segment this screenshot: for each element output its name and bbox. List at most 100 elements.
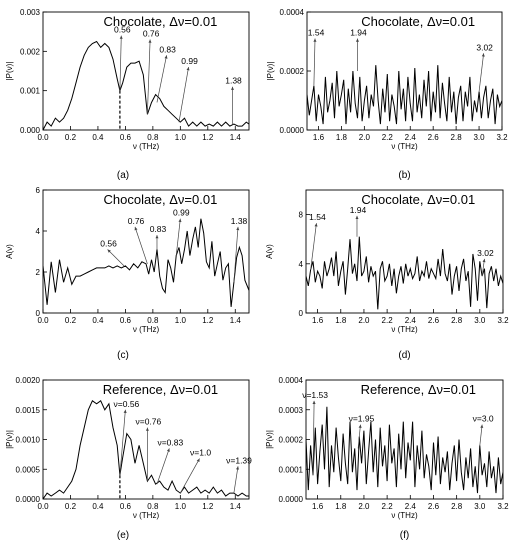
x-tick-label: 0.0 — [37, 133, 49, 142]
annotation-label: 1.54 — [308, 28, 325, 38]
x-tick-label: 0.0 — [37, 316, 49, 325]
annotation-arrowhead — [155, 235, 159, 239]
x-tick-label: 1.6 — [313, 133, 325, 142]
plot-frame — [42, 379, 250, 500]
x-tick-label: 1.4 — [230, 502, 242, 511]
annotation-arrow — [233, 466, 239, 494]
y-tick-label: 0.0002 — [279, 436, 304, 445]
annotation-label: 0.56 — [100, 238, 117, 248]
x-tick-label: 3.0 — [474, 502, 486, 511]
annotation-arrowhead — [107, 249, 111, 253]
annotation-arrowhead — [231, 86, 234, 90]
x-tick-label: 2.4 — [405, 316, 417, 325]
annotation-arrowhead — [145, 427, 149, 431]
chart-panel-5: 0.0 0.2 0.4 0.6 0.8 1.0 1.2 1.4 0.0000 0.0005 0.00… — [5, 376, 252, 541]
annotation-label: 0.99 — [173, 208, 190, 218]
x-tick-label: 3.2 — [497, 316, 509, 325]
annotation-label: ν=0.76 — [135, 417, 161, 427]
annotation-label: 0.99 — [181, 56, 198, 66]
annotation-arrow — [312, 400, 315, 476]
chart-title: Chocolate, Δν=0.01 — [361, 14, 475, 29]
annotation-label: ν=1.53 — [302, 390, 328, 400]
y-tick-label: 4 — [299, 260, 304, 269]
series-line — [306, 406, 503, 494]
plot-frame — [42, 189, 250, 314]
y-tick-label: 0.0001 — [279, 465, 304, 474]
x-tick-label: 0.8 — [147, 133, 159, 142]
x-tick-label: 2.6 — [428, 502, 440, 511]
annotation-arrow — [175, 218, 181, 256]
annotation-label: ν=1.0 — [190, 448, 211, 458]
annotation-label: 3.02 — [477, 248, 494, 258]
annotation-arrowhead — [355, 38, 359, 42]
annotation-arrowhead — [358, 424, 362, 428]
y-tick-label: 0.002 — [20, 47, 41, 56]
series-line — [43, 40, 249, 130]
annotation-arrow — [119, 35, 122, 91]
chart-panel-6: 1.6 1.8 2.0 2.2 2.4 2.6 2.8 3.0 3.2 0.0000 0.0001 0… — [265, 376, 509, 541]
annotation-arrow — [233, 226, 239, 283]
x-axis-label: ν (THz) — [391, 511, 418, 520]
chart-title: Reference, Δν=0.01 — [361, 382, 476, 397]
x-tick-label: 1.8 — [335, 502, 347, 511]
y-tick-label: 2 — [36, 268, 41, 277]
x-axis-label: ν (THz) — [391, 325, 418, 334]
chart-title: Chocolate, Δν=0.01 — [103, 192, 217, 207]
x-tick-label: 1.4 — [230, 316, 242, 325]
x-tick-label: 0.6 — [120, 316, 132, 325]
annotation-arrowhead — [134, 226, 138, 231]
y-tick-label: 0.0005 — [16, 465, 41, 474]
chart-title: Chocolate, Δν=0.01 — [103, 14, 217, 29]
y-tick-label: 0 — [36, 309, 41, 318]
x-tick-label: 3.0 — [473, 133, 485, 142]
x-tick-label: 2.8 — [451, 316, 463, 325]
annotation-arrowhead — [166, 448, 170, 452]
annotation-label: 0.56 — [114, 25, 131, 35]
annotation-arrow — [479, 424, 483, 446]
x-tick-label: 0.2 — [65, 133, 77, 142]
x-axis-label: ν (THz) — [133, 142, 160, 151]
x-tick-label: 2.6 — [428, 316, 440, 325]
y-axis-label: A(ν) — [5, 244, 14, 259]
y-tick-label: 0.001 — [20, 87, 41, 96]
x-tick-label: 0.2 — [65, 316, 77, 325]
x-tick-label: 2.6 — [428, 133, 440, 142]
x-tick-label: 0.2 — [65, 502, 77, 511]
panel-label: (f) — [400, 530, 409, 541]
annotation-label: 0.76 — [128, 216, 145, 226]
annotation-label: 1.38 — [225, 76, 242, 86]
panel-label: (b) — [398, 170, 410, 181]
annotation-arrowhead — [164, 55, 168, 59]
x-tick-label: 0.4 — [92, 502, 104, 511]
y-tick-label: 0.0000 — [279, 495, 304, 504]
chart-title: Reference, Δν=0.01 — [103, 382, 218, 397]
y-axis-label: |P(ν)| — [265, 430, 274, 449]
y-tick-label: 0.0002 — [280, 67, 305, 76]
y-tick-label: 0.000 — [20, 126, 41, 135]
x-tick-label: 2.0 — [358, 502, 370, 511]
x-tick-label: 3.0 — [474, 316, 486, 325]
x-axis-label: ν (THz) — [133, 325, 160, 334]
annotation-label: 1.54 — [309, 212, 326, 222]
annotation-arrow — [119, 409, 126, 476]
x-tick-label: 2.4 — [405, 502, 417, 511]
annotation-arrow — [357, 424, 361, 449]
x-tick-label: 0.4 — [92, 316, 104, 325]
annotation-arrow — [310, 223, 317, 270]
x-tick-label: 1.0 — [175, 316, 187, 325]
plot-frame — [305, 189, 504, 314]
annotation-label: ν=3.0 — [473, 414, 494, 424]
annotation-label: 3.02 — [476, 42, 493, 52]
y-axis-label: |P(ν)| — [5, 430, 14, 449]
y-tick-label: 0.0000 — [280, 126, 305, 135]
annotation-label: ν=0.56 — [114, 399, 140, 409]
y-tick-label: 0.0020 — [16, 376, 41, 385]
x-tick-label: 1.8 — [336, 133, 348, 142]
x-tick-label: 2.8 — [451, 502, 463, 511]
y-tick-label: 4 — [36, 227, 41, 236]
x-tick-label: 3.2 — [496, 133, 508, 142]
y-tick-label: 0.0015 — [16, 406, 41, 415]
annotation-arrowhead — [355, 215, 359, 219]
annotation-arrowhead — [313, 38, 317, 42]
annotation-label: ν=1.39 — [226, 455, 252, 465]
